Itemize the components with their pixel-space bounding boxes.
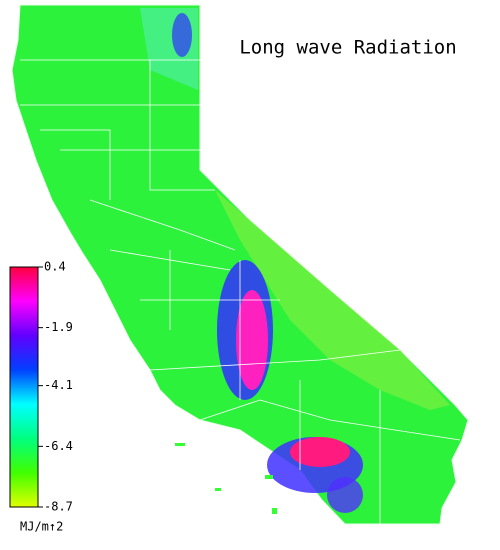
colorbar-unit: MJ/m↑2	[20, 520, 63, 534]
colorbar-tick-label: -6.4	[44, 439, 73, 453]
colorbar-tick-label: -4.1	[44, 378, 73, 392]
socal-magenta	[290, 437, 350, 467]
colorbar-tick-label: 0.4	[44, 260, 66, 274]
sierra-magenta	[236, 290, 268, 390]
colorbar-tick-label: -1.9	[44, 320, 73, 334]
colorbar-fill	[9, 266, 39, 508]
county-borders	[20, 59, 461, 524]
colorbar-tick-label: -8.7	[44, 500, 73, 514]
socal-blue-south	[327, 477, 363, 513]
california-map	[11, 4, 469, 525]
map-title: Long wave Radiation	[239, 37, 456, 59]
islands	[175, 443, 277, 514]
desert-area	[215, 190, 450, 410]
north-blue	[172, 13, 192, 57]
colorbar: 0.4 -1.9 -4.1 -6.4 -8.7 MJ/m↑2	[9, 260, 73, 534]
